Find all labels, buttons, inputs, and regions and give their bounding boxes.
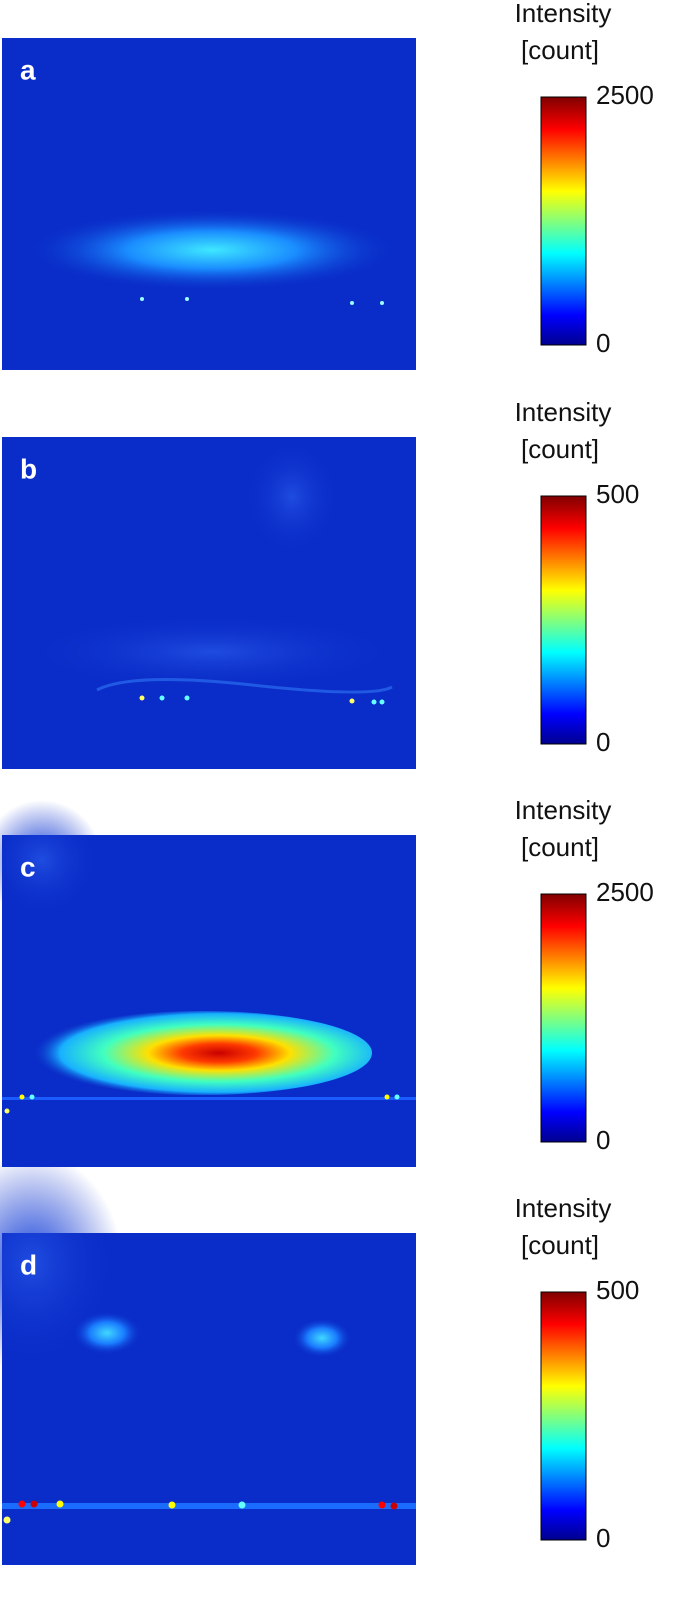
spot [18,1500,26,1508]
spot [56,1500,64,1508]
glow [72,1311,142,1355]
panel: b Intensity [count] 0 500 [2,397,639,769]
colorbar-title: Intensity [515,0,612,28]
panel: c Intensity [count] 0 2500 [0,795,654,1167]
colorbar-title: Intensity [515,1193,612,1223]
edge-line [2,1503,416,1509]
colorbar-unit: [count] [521,35,599,65]
image-background [2,437,416,769]
spot [168,1501,176,1509]
glow [242,437,342,557]
colorbar-tick-label: 2500 [596,877,654,907]
spot [4,1108,10,1114]
spot [30,1500,38,1508]
colorbar-tick-label: 0 [596,328,610,358]
glow [292,1318,352,1358]
spot [394,1094,400,1100]
colorbar-title: Intensity [515,397,612,427]
image-background [2,38,416,370]
spot [384,1094,390,1100]
colorbar-tick-label: 500 [596,1275,639,1305]
colorbar-tick-label: 0 [596,1125,610,1155]
panel: a Intensity [count] 0 2500 [2,0,654,370]
spot [159,695,165,701]
intensity-image: c [0,800,416,1167]
spot [378,1501,386,1509]
intensity-image: a [2,38,416,370]
spot [350,301,354,305]
spot [140,297,144,301]
colorbar-tick-label: 0 [596,727,610,757]
panel: d Intensity [count] 0 500 [0,1153,639,1565]
spot [29,1094,35,1100]
glow [12,612,412,692]
intensity-image: b [2,437,416,769]
colorbar-tick-label: 2500 [596,80,654,110]
colorbar [540,1291,587,1541]
colorbar-unit: [count] [521,434,599,464]
colorbar [540,893,587,1143]
edge-line [2,1097,416,1100]
spot [379,699,385,705]
intensity-image: d [0,1153,416,1565]
glow [22,208,402,292]
spot [184,695,190,701]
spot [380,301,384,305]
colorbar [540,96,587,346]
spot [349,698,355,704]
spot [139,695,145,701]
spot [371,699,377,705]
panel-label: c [20,851,36,882]
spot [19,1094,25,1100]
spot [238,1501,246,1509]
spot [3,1516,11,1524]
streak [96,678,393,694]
colorbar-tick-label: 0 [596,1523,610,1553]
panel-label: b [20,453,37,484]
colorbar-unit: [count] [521,832,599,862]
panel-label: d [20,1249,37,1280]
spot [185,297,189,301]
glow [0,800,102,920]
colorbar [540,495,587,745]
colorbar-title: Intensity [515,795,612,825]
panel-label: a [20,54,36,85]
colorbar-tick-label: 500 [596,479,639,509]
spot [390,1502,398,1510]
glow [32,1011,372,1095]
colorbar-unit: [count] [521,1230,599,1260]
